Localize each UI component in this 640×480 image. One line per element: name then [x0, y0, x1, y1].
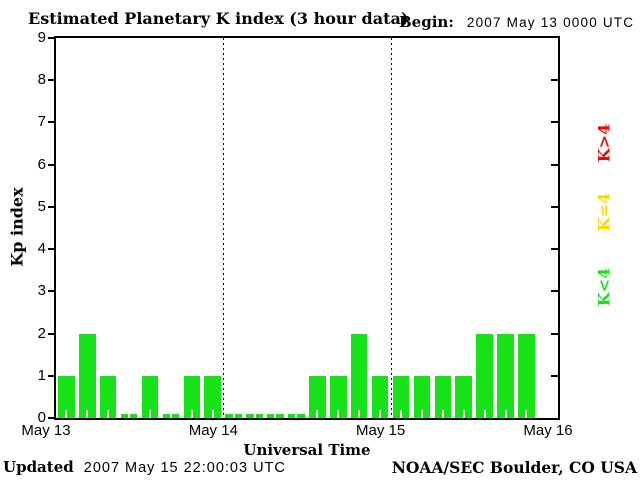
hour-tick-notch	[253, 410, 256, 418]
y-tick-left	[48, 79, 54, 82]
hour-tick-notch	[107, 410, 110, 418]
kp-bar	[434, 375, 452, 418]
kp-bar	[392, 375, 410, 418]
y-tick-right	[551, 248, 558, 251]
begin-annotation: Begin: 2007 May 13 0000 UTC	[399, 13, 634, 31]
y-tick-label: 1	[37, 366, 46, 384]
y-tick-right	[551, 290, 558, 293]
hour-tick-notch	[148, 410, 151, 418]
kp-bar	[413, 375, 431, 418]
kp-bar	[204, 375, 222, 418]
day-boundary-gridline	[390, 38, 392, 418]
kp-bar	[371, 375, 389, 418]
y-tick-label: 7	[37, 113, 46, 131]
hour-tick-notch	[358, 410, 361, 418]
kp-bar	[183, 375, 201, 418]
y-tick-left	[48, 248, 54, 251]
updated-value: 2007 May 15 22:00:03 UTC	[83, 460, 286, 476]
hour-tick-notch	[462, 410, 465, 418]
legend-item: K<4	[594, 267, 614, 307]
y-tick-right	[551, 374, 558, 377]
hour-tick-notch	[420, 410, 423, 418]
kp-bar	[329, 375, 347, 418]
hour-tick-notch	[504, 410, 507, 418]
y-tick-left	[48, 205, 54, 208]
credit-text: NOAA/SEC Boulder, CO USA	[391, 458, 637, 477]
hour-tick-notch	[483, 410, 486, 418]
y-tick-right	[551, 121, 558, 124]
kp-bar	[99, 375, 117, 418]
y-tick-label: 5	[37, 197, 46, 215]
y-tick-label: 4	[37, 240, 46, 258]
chart-title: Estimated Planetary K index (3 hour data…	[28, 9, 409, 28]
y-tick-label: 3	[37, 282, 46, 300]
hour-tick-notch	[525, 410, 528, 418]
y-tick-left	[48, 37, 54, 39]
hour-tick-notch	[399, 410, 402, 418]
y-tick-label: 6	[37, 155, 46, 173]
day-boundary-gridline	[223, 38, 225, 418]
kp-bar	[78, 333, 96, 418]
y-tick-left	[48, 417, 54, 419]
hour-tick-notch	[169, 410, 172, 418]
hour-tick-notch	[441, 410, 444, 418]
updated-label: Updated	[3, 458, 74, 476]
legend-item: K>4	[594, 123, 614, 163]
x-tick-label: May 13	[21, 422, 71, 439]
y-tick-right	[551, 205, 558, 208]
hour-tick-notch	[316, 410, 319, 418]
x-tick-label: May 15	[356, 422, 406, 439]
hour-tick-notch	[190, 410, 193, 418]
begin-value: 2007 May 13 0000 UTC	[466, 15, 635, 30]
y-tick-right	[551, 332, 558, 335]
kp-bar	[476, 333, 493, 418]
y-tick-right	[551, 163, 558, 166]
kp-bar	[455, 375, 473, 418]
hour-tick-notch	[337, 410, 340, 418]
kp-bar	[141, 375, 159, 418]
hour-tick-notch	[128, 410, 131, 418]
hour-tick-notch	[295, 410, 298, 418]
y-tick-label: 8	[37, 71, 46, 89]
y-tick-label: 0	[37, 409, 46, 426]
legend-item: K=4	[594, 192, 614, 232]
kp-bar	[309, 375, 326, 418]
kp-bar	[518, 333, 535, 418]
hour-tick-notch	[379, 410, 382, 418]
updated-annotation: Updated 2007 May 15 22:00:03 UTC	[3, 458, 286, 476]
x-axis-title: Universal Time	[243, 441, 371, 459]
hour-tick-notch	[86, 410, 89, 418]
y-tick-label: 9	[37, 29, 46, 46]
x-tick-label: May 14	[188, 422, 238, 439]
y-tick-left	[48, 332, 54, 335]
y-tick-label: 2	[37, 324, 46, 342]
x-tick-label: May 16	[523, 422, 573, 439]
plot-area	[54, 36, 560, 420]
kp-bar	[497, 333, 514, 418]
kp-bar	[58, 375, 75, 418]
hour-tick-notch	[211, 410, 214, 418]
begin-label: Begin:	[399, 13, 454, 31]
y-tick-left	[48, 290, 54, 293]
y-tick-right	[551, 79, 558, 82]
kp-bar	[350, 333, 368, 418]
hour-tick-notch	[65, 410, 68, 418]
hour-tick-notch	[274, 410, 277, 418]
y-tick-left	[48, 374, 54, 377]
hour-tick-notch	[232, 410, 235, 418]
y-tick-left	[48, 163, 54, 166]
y-tick-left	[48, 121, 54, 124]
